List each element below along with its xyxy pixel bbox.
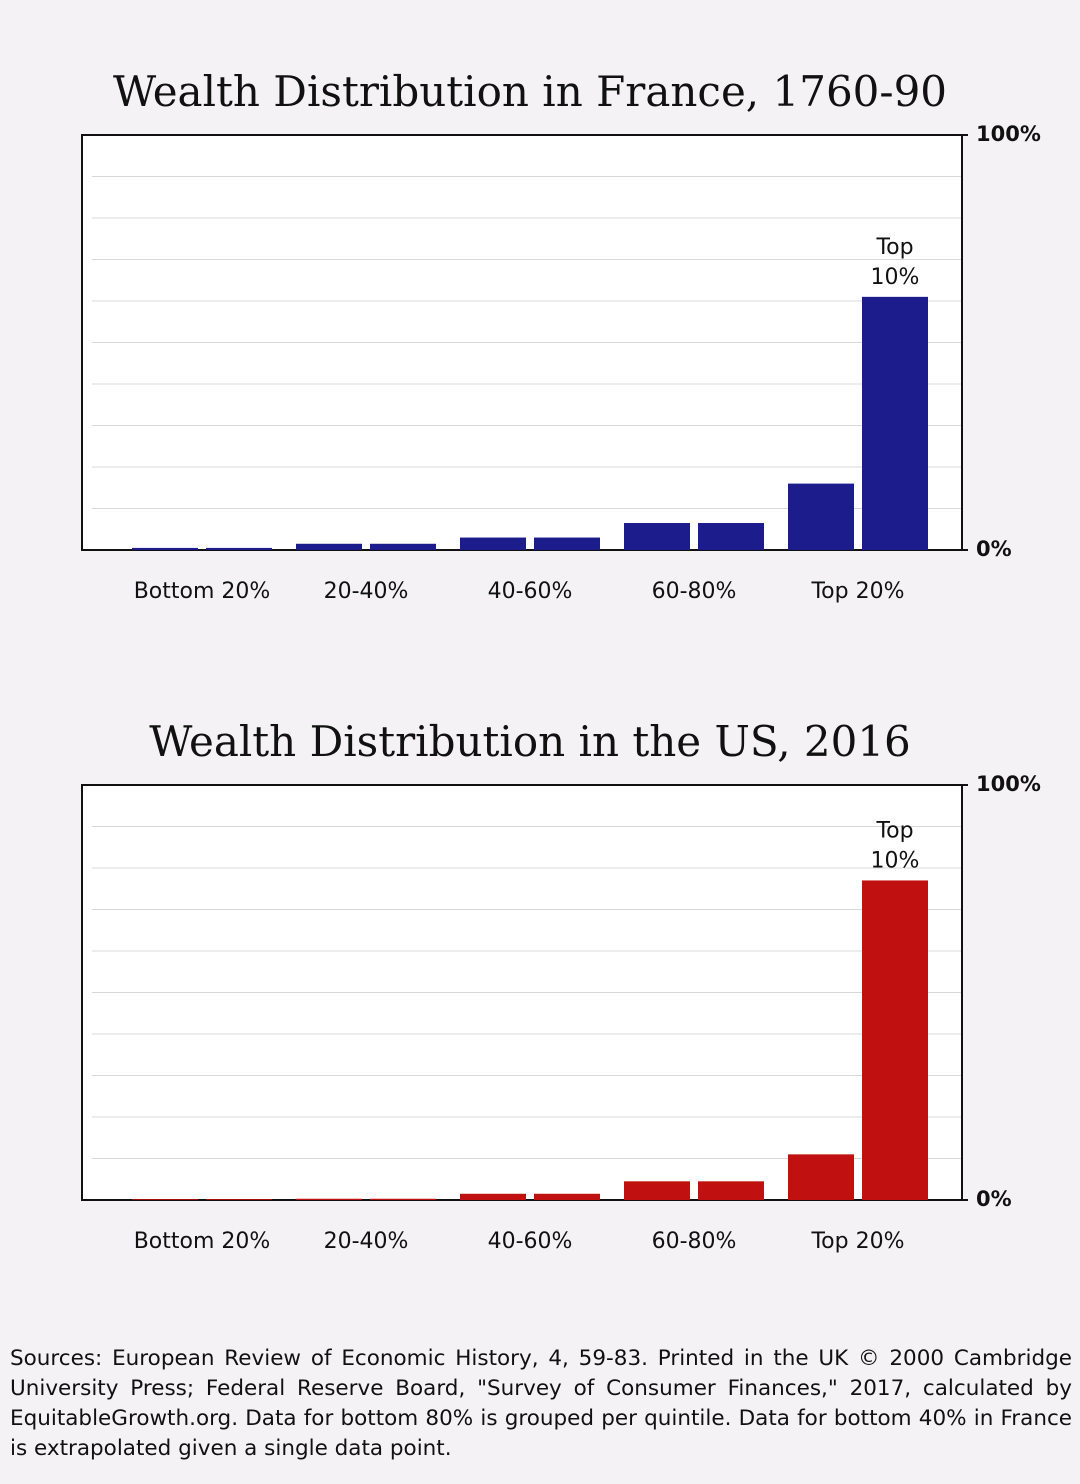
bar bbox=[698, 1181, 764, 1200]
annotation: Top bbox=[875, 235, 913, 260]
bar bbox=[370, 543, 436, 550]
bar bbox=[698, 523, 764, 550]
bar bbox=[132, 547, 198, 550]
x-tick-label: 60-80% bbox=[652, 1229, 737, 1254]
annotation: Top bbox=[875, 818, 913, 843]
bar bbox=[624, 523, 690, 550]
bar bbox=[534, 537, 600, 550]
y-tick-label: 100% bbox=[976, 772, 1041, 796]
x-tick-label: Bottom 20% bbox=[134, 1229, 271, 1254]
x-tick-label: 40-60% bbox=[488, 1229, 573, 1254]
y-tick-label: 100% bbox=[976, 122, 1041, 146]
chart-title: Wealth Distribution in the US, 2016 bbox=[149, 717, 911, 766]
bar bbox=[296, 543, 362, 550]
annotation: 10% bbox=[871, 265, 920, 290]
bar bbox=[296, 1198, 362, 1200]
x-tick-label: Top 20% bbox=[810, 579, 904, 604]
x-tick-label: Top 20% bbox=[810, 1229, 904, 1254]
x-tick-label: 20-40% bbox=[324, 1229, 409, 1254]
source-note: Sources: European Review of Economic His… bbox=[10, 1346, 1072, 1461]
x-tick-label: Bottom 20% bbox=[134, 579, 271, 604]
bar bbox=[788, 483, 854, 550]
bar bbox=[206, 1199, 272, 1200]
bar bbox=[132, 1199, 198, 1200]
bar bbox=[624, 1181, 690, 1200]
x-tick-label: 40-60% bbox=[488, 579, 573, 604]
annotation: 10% bbox=[871, 848, 920, 873]
bar bbox=[788, 1154, 854, 1200]
bar bbox=[862, 296, 928, 550]
y-tick-label: 0% bbox=[976, 1187, 1012, 1211]
chart-title: Wealth Distribution in France, 1760-90 bbox=[113, 67, 947, 116]
bar bbox=[370, 1198, 436, 1200]
bar bbox=[460, 1193, 526, 1200]
y-tick-label: 0% bbox=[976, 537, 1012, 561]
x-tick-label: 60-80% bbox=[652, 579, 737, 604]
bar bbox=[206, 547, 272, 550]
x-tick-label: 20-40% bbox=[324, 579, 409, 604]
bar bbox=[460, 537, 526, 550]
bar bbox=[862, 880, 928, 1200]
bar bbox=[534, 1193, 600, 1200]
charts: Wealth Distribution in France, 1760-90 0%… bbox=[81, 67, 1041, 1254]
